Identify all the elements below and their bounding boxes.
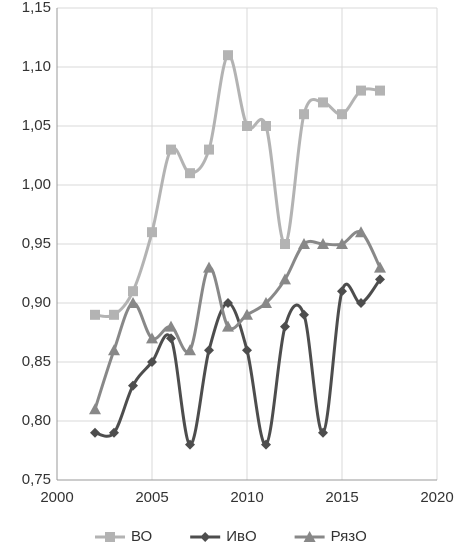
- marker: [146, 332, 158, 344]
- marker: [356, 85, 366, 96]
- marker: [204, 144, 214, 155]
- marker: [355, 226, 367, 238]
- legend-label: ВО: [131, 528, 152, 545]
- marker: [203, 261, 215, 273]
- marker: [185, 439, 195, 450]
- marker: [223, 298, 233, 308]
- marker: [241, 308, 253, 320]
- marker: [279, 273, 291, 285]
- marker: [375, 274, 385, 285]
- marker: [280, 239, 290, 249]
- marker: [222, 320, 234, 332]
- marker: [299, 309, 309, 320]
- y-tick-label: 0,80: [22, 412, 51, 429]
- marker: [105, 532, 115, 542]
- x-tick-label: 2005: [135, 489, 168, 506]
- marker: [89, 403, 101, 415]
- marker: [318, 427, 328, 438]
- marker: [204, 345, 214, 356]
- marker: [128, 286, 138, 297]
- marker: [242, 121, 252, 131]
- marker: [165, 320, 177, 332]
- marker: [299, 109, 309, 120]
- x-tick-label: 2015: [325, 489, 358, 506]
- x-tick-label: 2020: [420, 489, 453, 506]
- marker: [318, 97, 328, 108]
- marker: [127, 297, 139, 308]
- y-tick-label: 0,75: [22, 471, 51, 488]
- marker: [336, 238, 348, 249]
- marker: [108, 344, 120, 356]
- marker: [184, 344, 196, 356]
- marker: [90, 427, 100, 438]
- marker: [90, 309, 100, 320]
- y-tick-label: 1,15: [22, 0, 51, 16]
- series-line: [93, 230, 382, 410]
- marker: [166, 144, 176, 155]
- y-tick-label: 0,95: [22, 235, 51, 252]
- marker: [200, 532, 211, 542]
- marker: [185, 168, 195, 179]
- marker: [109, 309, 119, 320]
- marker: [337, 109, 347, 120]
- marker: [280, 321, 290, 332]
- legend-label: РязО: [331, 528, 367, 545]
- marker: [303, 531, 316, 542]
- marker: [109, 427, 119, 438]
- x-tick-label: 2010: [230, 489, 263, 506]
- marker: [128, 380, 138, 391]
- marker: [223, 50, 233, 61]
- y-tick-label: 0,90: [22, 294, 51, 311]
- marker: [261, 121, 271, 131]
- y-tick-label: 1,00: [22, 176, 51, 193]
- series-line: [94, 53, 381, 319]
- x-tick-label: 2000: [40, 489, 73, 506]
- marker: [337, 286, 347, 297]
- y-tick-label: 1,05: [22, 117, 51, 134]
- marker: [147, 227, 157, 238]
- marker: [166, 333, 176, 344]
- marker: [298, 238, 310, 249]
- marker: [356, 298, 366, 308]
- legend-label: ИвО: [226, 528, 256, 545]
- marker: [147, 357, 157, 367]
- marker: [242, 345, 252, 356]
- marker: [375, 85, 385, 96]
- marker: [374, 261, 386, 273]
- marker: [260, 297, 272, 308]
- marker: [261, 439, 271, 450]
- y-tick-label: 1,10: [22, 58, 51, 75]
- y-tick-label: 0,85: [22, 353, 51, 370]
- marker: [317, 238, 329, 249]
